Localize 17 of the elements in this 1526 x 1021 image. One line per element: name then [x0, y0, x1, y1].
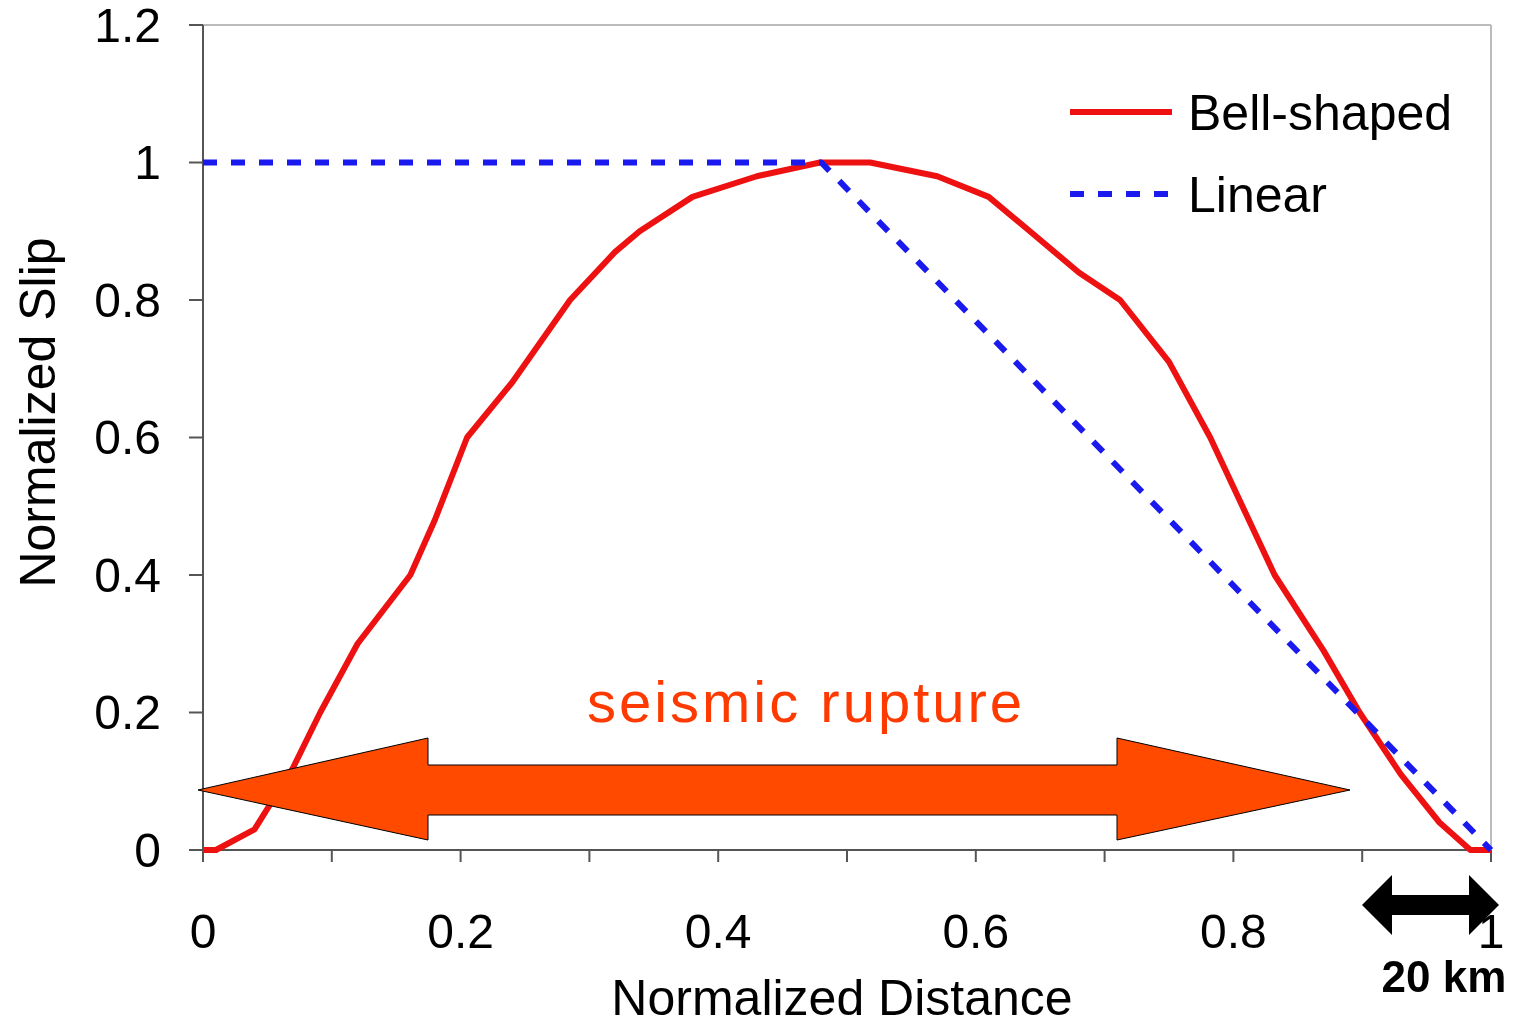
legend-label: Linear [1188, 166, 1327, 223]
y-tick-label: 1.2 [94, 0, 161, 52]
x-tick-label: 0.8 [1200, 905, 1267, 958]
annotation: seismic rupture [586, 669, 1026, 734]
legend-label: Bell-shaped [1188, 84, 1453, 141]
y-tick-label: 0 [134, 823, 161, 877]
x-tick-label: 0.4 [684, 905, 752, 958]
x-axis-title: Normalized Distance [611, 970, 1073, 1021]
x-tick-label: 0.6 [942, 905, 1010, 958]
y-tick-label: 0.2 [94, 686, 161, 740]
x-tick-label: 0.2 [427, 905, 494, 958]
y-tick-label: 0.8 [94, 273, 161, 327]
y-tick-label: 0.4 [94, 548, 161, 602]
y-tick-label: 0.6 [94, 411, 161, 465]
y-axis-title: Normalized Slip [10, 237, 66, 588]
y-tick-label: 1 [134, 136, 161, 190]
x-tick-label: 0 [189, 905, 217, 958]
